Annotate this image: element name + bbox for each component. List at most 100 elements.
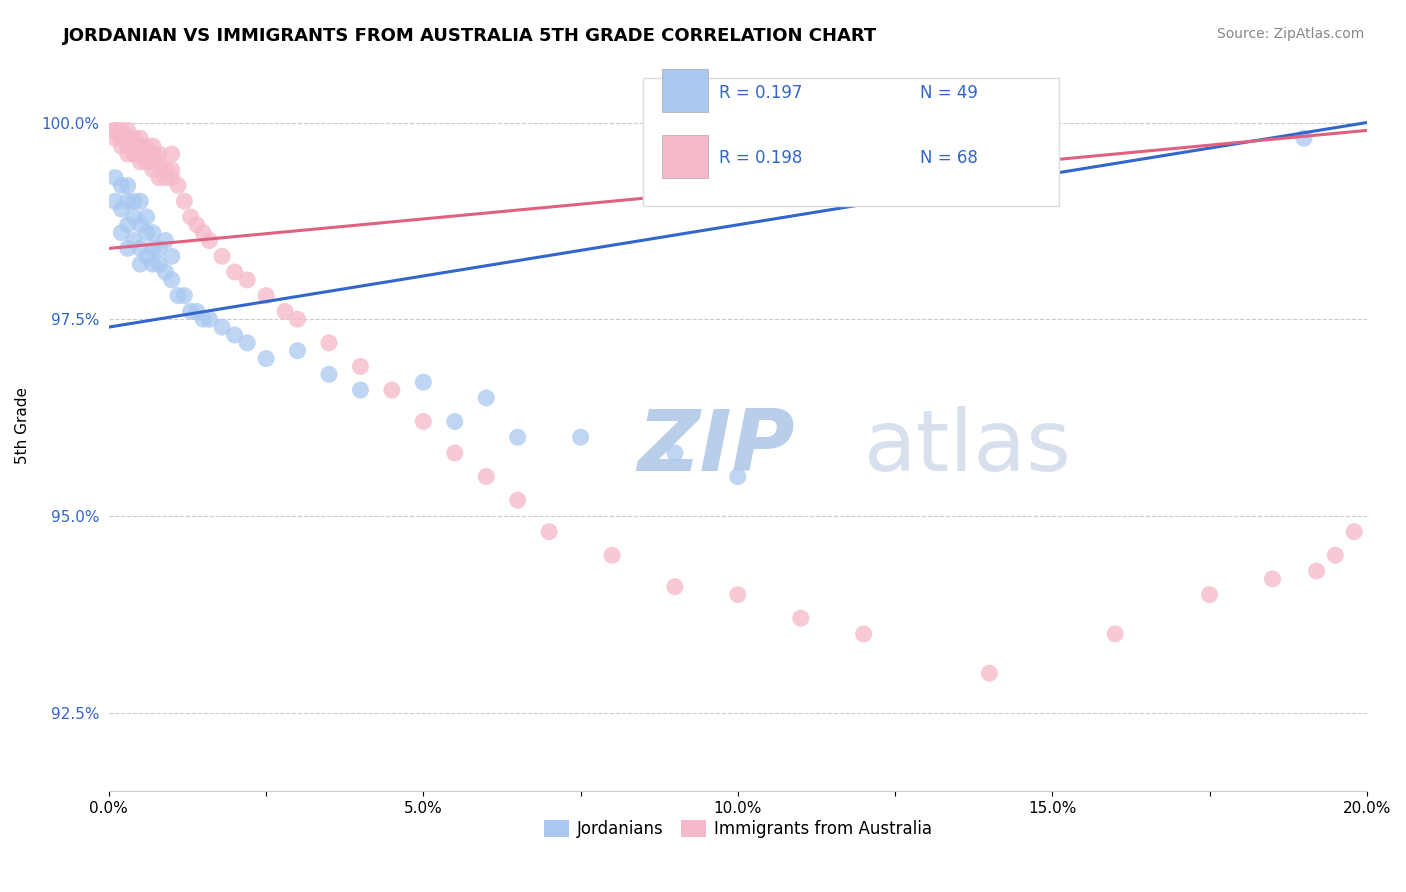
Point [110, 123, 132, 137]
Point [180, 210, 202, 224]
FancyBboxPatch shape [662, 69, 707, 112]
Point [122, 194, 145, 209]
Text: ZIP: ZIP [637, 406, 794, 489]
Point [287, 312, 309, 326]
Point [664, 580, 686, 594]
Point [142, 257, 165, 271]
Point [122, 139, 145, 153]
Point [443, 446, 465, 460]
Point [979, 666, 1001, 681]
Point [104, 170, 127, 185]
Point [160, 249, 183, 263]
FancyBboxPatch shape [644, 78, 1059, 206]
Point [727, 588, 749, 602]
Text: R = 0.197: R = 0.197 [718, 84, 803, 102]
Point [186, 304, 208, 318]
Point [1305, 564, 1327, 578]
Point [110, 131, 132, 145]
Point [211, 320, 233, 334]
Point [349, 383, 371, 397]
Point [180, 304, 202, 318]
Y-axis label: 5th Grade: 5th Grade [15, 387, 30, 464]
Point [1343, 524, 1365, 539]
Point [186, 218, 208, 232]
Point [160, 147, 183, 161]
Point [110, 131, 132, 145]
Point [1104, 627, 1126, 641]
Point [198, 312, 221, 326]
Point [155, 265, 177, 279]
Point [135, 210, 157, 224]
Point [142, 162, 165, 177]
Point [148, 147, 170, 161]
Point [135, 226, 157, 240]
Point [287, 343, 309, 358]
Point [148, 241, 170, 255]
Point [155, 234, 177, 248]
Point [198, 234, 221, 248]
Point [129, 139, 152, 153]
Point [142, 154, 165, 169]
Point [318, 368, 340, 382]
Point [148, 257, 170, 271]
Legend: Jordanians, Immigrants from Australia: Jordanians, Immigrants from Australia [537, 814, 939, 845]
Point [1292, 131, 1315, 145]
Point [135, 154, 157, 169]
Point [142, 226, 165, 240]
Point [538, 524, 561, 539]
Point [211, 249, 233, 263]
Point [142, 241, 165, 255]
Point [1324, 548, 1347, 562]
Point [193, 226, 215, 240]
Point [318, 335, 340, 350]
Point [110, 139, 132, 153]
Text: N = 49: N = 49 [921, 84, 979, 102]
Point [173, 194, 195, 209]
Point [135, 249, 157, 263]
Point [443, 415, 465, 429]
Point [129, 218, 152, 232]
Point [104, 123, 127, 137]
Point [167, 178, 190, 193]
Point [412, 375, 434, 389]
Point [142, 139, 165, 153]
Point [117, 139, 139, 153]
Point [155, 170, 177, 185]
Point [224, 265, 246, 279]
Point [155, 162, 177, 177]
Point [224, 328, 246, 343]
Point [117, 139, 139, 153]
Point [117, 123, 139, 137]
Point [506, 493, 529, 508]
Point [790, 611, 813, 625]
Point [135, 147, 157, 161]
Point [254, 351, 277, 366]
Point [160, 273, 183, 287]
Point [122, 147, 145, 161]
Point [104, 194, 127, 209]
Point [129, 257, 152, 271]
Point [1261, 572, 1284, 586]
Point [129, 147, 152, 161]
Point [129, 131, 152, 145]
Point [664, 446, 686, 460]
Text: JORDANIAN VS IMMIGRANTS FROM AUSTRALIA 5TH GRADE CORRELATION CHART: JORDANIAN VS IMMIGRANTS FROM AUSTRALIA 5… [63, 27, 877, 45]
Text: N = 68: N = 68 [921, 149, 979, 168]
Point [236, 335, 259, 350]
FancyBboxPatch shape [662, 135, 707, 178]
Point [104, 123, 127, 137]
Point [160, 170, 183, 185]
Point [193, 312, 215, 326]
Point [135, 139, 157, 153]
Point [117, 241, 139, 255]
Point [129, 194, 152, 209]
Point [160, 162, 183, 177]
Text: atlas: atlas [863, 406, 1071, 489]
Point [117, 218, 139, 232]
Point [381, 383, 404, 397]
Point [569, 430, 592, 444]
Point [600, 548, 623, 562]
Point [110, 226, 132, 240]
Point [167, 288, 190, 302]
Point [122, 234, 145, 248]
